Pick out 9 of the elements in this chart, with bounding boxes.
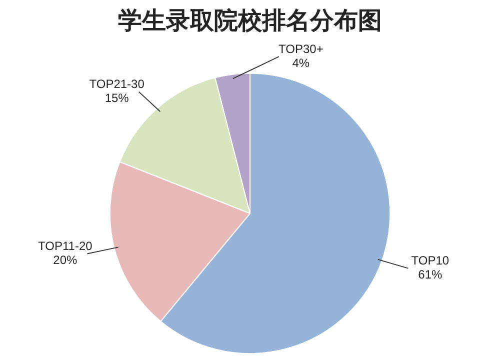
- chart-title: 学生录取院校排名分布图: [118, 6, 382, 35]
- data-label: 20%: [53, 253, 78, 268]
- slice-label: TOP11-20: [38, 239, 93, 254]
- slice-label: TOP10: [411, 254, 450, 268]
- slice-label: TOP21-30: [89, 77, 145, 92]
- slice-label: TOP30+: [278, 42, 324, 56]
- data-label: 15%: [104, 91, 130, 106]
- data-label: 61%: [418, 268, 442, 282]
- data-label: 4%: [292, 56, 310, 70]
